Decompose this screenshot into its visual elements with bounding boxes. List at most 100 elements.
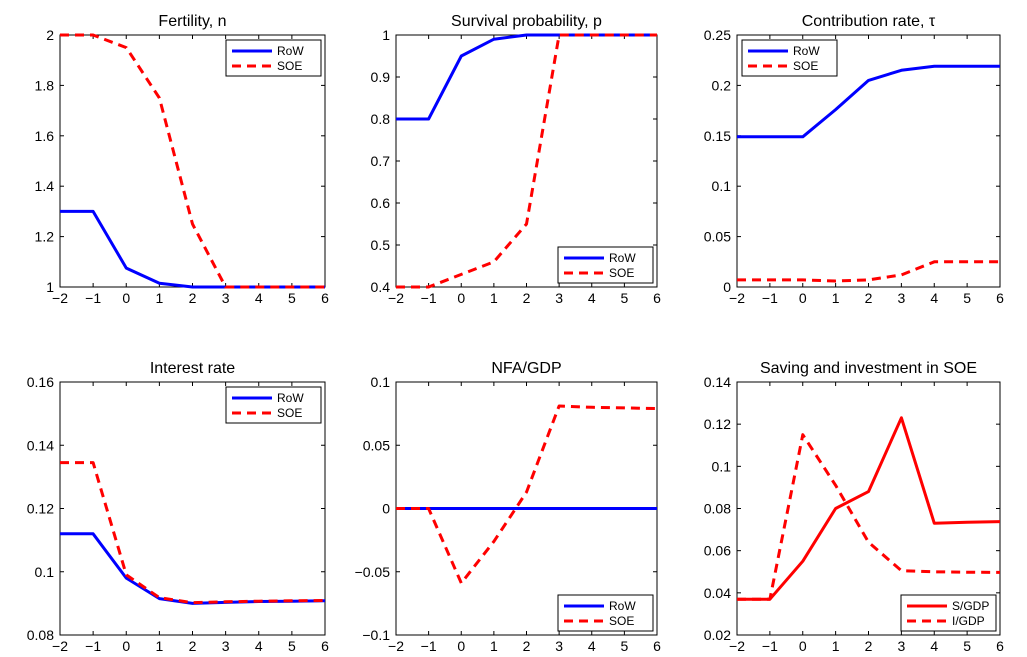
y-tick-label: 0.08: [27, 627, 54, 643]
y-tick-label: 0.02: [704, 627, 731, 643]
panel-title: Saving and investment in SOE: [760, 360, 977, 377]
x-tick-label: 2: [523, 638, 531, 654]
y-tick-label: 0.8: [371, 111, 391, 127]
series-line-row: [60, 209, 325, 289]
y-tick-label: 2: [46, 27, 54, 43]
series-line-row: [737, 64, 1000, 139]
y-tick-label: 0.12: [27, 501, 54, 517]
y-tick-label: 0.25: [704, 27, 731, 43]
plot-area: [59, 34, 326, 288]
x-tick-label: 1: [490, 290, 498, 306]
y-tick-label: 0: [382, 501, 390, 517]
x-tick-label: 2: [189, 290, 197, 306]
y-tick-label: 0.15: [704, 128, 731, 144]
y-tick-label: 1.4: [35, 178, 55, 194]
legend-label: SOE: [609, 614, 634, 628]
legend-box: [557, 594, 654, 632]
x-tick-label: 6: [653, 290, 661, 306]
x-tick-label: 5: [620, 290, 628, 306]
y-tick-label: 0.05: [363, 437, 390, 453]
y-tick-label: −0.1: [362, 627, 390, 643]
x-tick-label: 5: [963, 638, 971, 654]
x-tick-label: 1: [832, 638, 840, 654]
series-line-i-gdp: [737, 433, 1000, 601]
y-tick-label: 0.04: [704, 585, 731, 601]
x-tick-label: 5: [288, 638, 296, 654]
x-tick-label: 1: [832, 290, 840, 306]
x-tick-label: 3: [555, 638, 563, 654]
y-tick-label: 1.6: [35, 128, 55, 144]
x-tick-label: −1: [421, 638, 437, 654]
x-tick-label: 3: [555, 290, 563, 306]
x-tick-label: 4: [930, 290, 938, 306]
x-tick-label: 0: [457, 290, 465, 306]
x-tick-label: −2: [388, 290, 404, 306]
chart-panel-3: Contribution rate, τ −2 −1 0 1 2 3 4 5 6 0 0.05 0.1 0…: [704, 13, 1004, 306]
x-tick-label: 2: [189, 638, 197, 654]
legend-label: RoW: [609, 599, 636, 613]
x-tick-label: 3: [897, 290, 905, 306]
x-tick-label: 6: [321, 290, 329, 306]
series-line-row: [60, 532, 325, 605]
chart-panel-5: NFA/GDP −2 −1 0 1 2 3 4 5 6 −0.1 −0.05 0 0.05 0.1 RoWSO…: [355, 360, 662, 654]
x-tick-label: 4: [930, 638, 938, 654]
x-tick-label: −1: [421, 290, 437, 306]
series-line-soe: [60, 33, 325, 289]
legend-box: [741, 39, 838, 77]
y-tick-label: 1: [46, 279, 54, 295]
x-tick-label: −2: [388, 638, 404, 654]
y-tick-label: −0.05: [355, 564, 391, 580]
plot-area: [736, 34, 1001, 288]
y-tick-label: 0.14: [704, 374, 731, 390]
y-tick-label: 0.7: [371, 153, 391, 169]
legend-box: [557, 246, 654, 284]
x-tick-label: 4: [588, 638, 596, 654]
y-tick-label: 0: [723, 279, 731, 295]
chart-panel-6: Saving and investment in SOE −2 −1 0 1 2 3 4 5 6 0…: [704, 360, 1004, 654]
x-tick-label: −1: [85, 290, 101, 306]
panel-title: Interest rate: [150, 360, 235, 377]
y-tick-label: 1: [382, 27, 390, 43]
legend-box: [900, 594, 997, 632]
legend-label: SOE: [277, 59, 302, 73]
x-tick-label: −1: [85, 638, 101, 654]
plot-area: [736, 381, 1001, 636]
legend-label: SOE: [277, 406, 302, 420]
chart-panel-2: Survival probability, p −2 −1 0 1 2 3 4 5 6 0.4 0.5…: [371, 13, 662, 306]
x-tick-label: 6: [996, 290, 1004, 306]
x-tick-label: 6: [653, 638, 661, 654]
x-tick-label: 2: [523, 290, 531, 306]
x-tick-label: 1: [155, 290, 163, 306]
y-tick-label: 0.06: [704, 543, 731, 559]
y-tick-label: 0.16: [27, 374, 54, 390]
x-tick-label: 3: [897, 638, 905, 654]
y-tick-label: 0.12: [704, 416, 731, 432]
panel-title: NFA/GDP: [491, 360, 561, 377]
panel-title: Fertility, n: [158, 13, 226, 30]
x-tick-label: −2: [729, 638, 745, 654]
panel-title: Contribution rate, τ: [802, 13, 936, 30]
legend-label: RoW: [277, 391, 304, 405]
legend-label: SOE: [609, 266, 634, 280]
x-tick-label: 3: [222, 638, 230, 654]
x-tick-label: 0: [122, 638, 130, 654]
x-tick-label: −2: [729, 290, 745, 306]
x-tick-label: 3: [222, 290, 230, 306]
panel-title: Survival probability, p: [451, 13, 602, 30]
y-tick-label: 0.5: [371, 237, 391, 253]
legend-label: RoW: [609, 251, 636, 265]
legend-label: RoW: [277, 44, 304, 58]
x-tick-label: 1: [155, 638, 163, 654]
legend-label: S/GDP: [952, 599, 989, 613]
x-tick-label: 1: [490, 638, 498, 654]
chart-panel-4: Interest rate −2 −1 0 1 2 3 4 5 6 0.08 0.1 0.12 0.14 0…: [27, 360, 329, 654]
y-tick-label: 0.9: [371, 69, 391, 85]
y-tick-label: 0.1: [371, 374, 391, 390]
plot-area: [395, 34, 658, 288]
